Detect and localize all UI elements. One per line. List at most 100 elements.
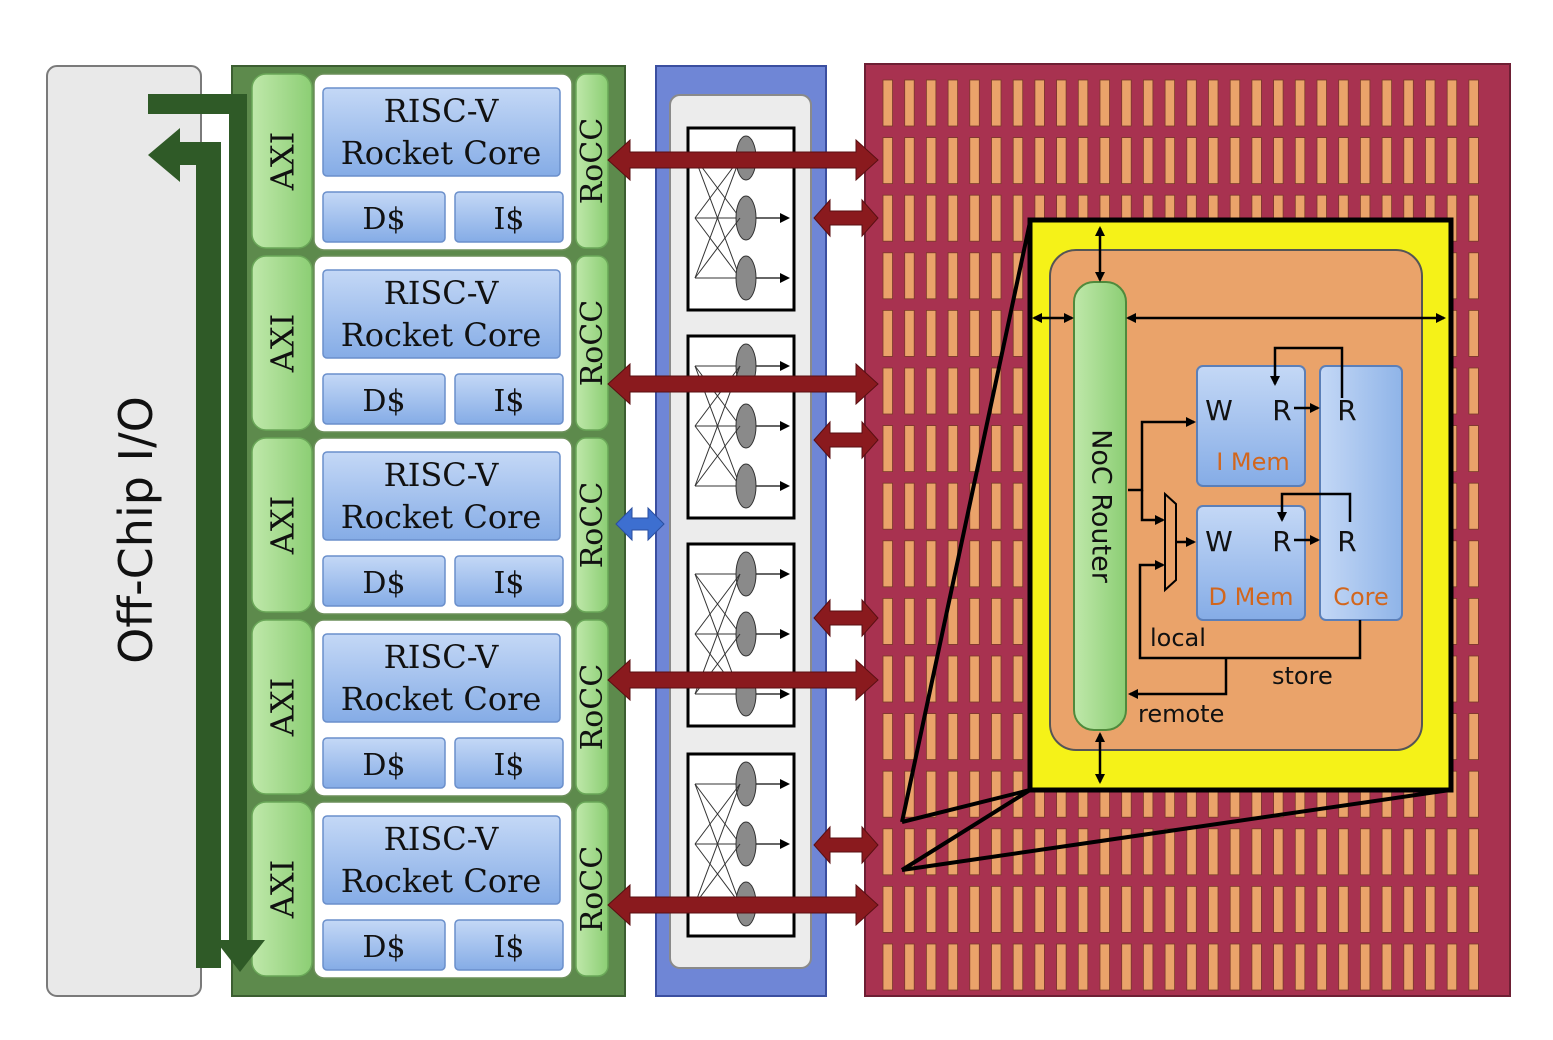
fabric-tile <box>947 943 958 991</box>
icache-block <box>454 919 564 971</box>
fabric-tile <box>1446 137 1458 185</box>
fabric-tile <box>1186 943 1197 991</box>
bidirectional-arrow <box>607 658 879 702</box>
axi-bus <box>251 255 313 431</box>
fabric-tile <box>904 137 915 185</box>
fabric-tile <box>882 655 893 703</box>
fabric-tile <box>969 252 980 300</box>
fabric-tile <box>882 886 893 933</box>
fabric-tile <box>1208 137 1219 185</box>
bidirectional-arrow <box>607 883 879 927</box>
fabric-tile <box>1468 540 1479 588</box>
axi-label: AXI <box>264 678 302 738</box>
fabric-tile <box>947 79 958 127</box>
fabric-tile <box>1381 137 1392 185</box>
fabric-tile <box>882 943 893 991</box>
fabric-tile <box>1403 943 1414 991</box>
fabric-tile <box>904 828 915 876</box>
fabric-tile <box>1468 137 1479 185</box>
fabric-tile <box>1251 886 1262 933</box>
fabric-tile <box>1012 482 1024 530</box>
rocket-core <box>322 451 561 541</box>
fabric-tile <box>882 252 893 300</box>
fabric-tile <box>991 309 1002 357</box>
fabric-tile <box>1012 194 1024 242</box>
dmem-block <box>1196 505 1306 621</box>
fabric-tile <box>1077 137 1089 185</box>
axi-label: AXI <box>264 314 302 374</box>
fabric-tile <box>1273 79 1284 127</box>
fabric-tile <box>1425 943 1436 991</box>
local-label: local <box>1150 624 1206 652</box>
fabric-tile <box>904 425 915 473</box>
fabric-tile <box>904 309 915 357</box>
fabric-tile <box>1338 137 1349 185</box>
fabric-tile <box>1012 598 1024 645</box>
fabric-tile <box>1425 886 1436 933</box>
fabric-tile <box>1077 828 1089 876</box>
fabric-tile <box>904 79 915 127</box>
fabric-tile <box>969 425 980 473</box>
rocc-label: RoCC <box>575 846 610 933</box>
fabric-tile <box>1012 137 1024 185</box>
fabric-tile <box>1294 828 1306 876</box>
core-rows: AXI RISC-V Rocket Core D$ I$ RoCC AXI RISC-V Roc… <box>251 73 610 979</box>
io-outbound-arrow <box>148 94 265 972</box>
fabric-tile <box>991 425 1002 473</box>
interconnect-arrows <box>607 138 879 927</box>
core-name-line1: RISC-V <box>384 456 500 494</box>
core-name-line2: Rocket Core <box>341 134 542 172</box>
fabric-tile <box>1164 137 1175 185</box>
fabric-tile <box>1208 886 1219 933</box>
tile-detail: NoC Router W R I Mem W R D Mem R R Core <box>1027 217 1454 793</box>
fabric-tile <box>1099 137 1110 185</box>
bidirectional-arrow <box>607 138 879 182</box>
icache-label: I$ <box>494 202 525 237</box>
dcache-label: D$ <box>362 384 405 419</box>
fabric-tile <box>1099 828 1110 876</box>
fabric-tile <box>926 943 937 991</box>
fabric-tile <box>882 79 893 127</box>
dcache-block <box>322 191 446 243</box>
fabric-tile <box>1403 828 1414 876</box>
rocket-core <box>322 269 561 359</box>
imem-r-port: R <box>1272 394 1291 427</box>
tile-core-label: Core <box>1333 583 1389 611</box>
icache-label: I$ <box>494 566 525 601</box>
fabric-tile <box>991 828 1002 876</box>
axi-label: AXI <box>264 132 302 192</box>
fabric-tile <box>904 367 915 415</box>
fabric-tile <box>991 194 1002 242</box>
fabric-tile <box>1468 943 1479 991</box>
fabric-tile <box>1294 886 1306 933</box>
fabric-tile <box>882 309 893 357</box>
dmem-w-port: W <box>1205 525 1233 558</box>
fabric-tile <box>1360 137 1371 185</box>
fabric-tile <box>1143 137 1154 185</box>
store-label: store <box>1272 662 1333 690</box>
fabric-tile <box>1468 770 1479 818</box>
dcache-label: D$ <box>362 748 405 783</box>
fabric-tile <box>1316 137 1327 185</box>
fabric-tile <box>1468 309 1479 357</box>
fabric-tile <box>1121 79 1132 127</box>
fabric-tile <box>882 598 893 645</box>
fabric-tile <box>1229 943 1241 991</box>
fabric-tile <box>882 367 893 415</box>
imem-w-port: W <box>1205 394 1233 427</box>
fabric-tile <box>1338 79 1349 127</box>
core-name-line1: RISC-V <box>384 820 500 858</box>
core-row: AXI RISC-V Rocket Core D$ I$ RoCC <box>251 255 610 433</box>
fabric-tile <box>1360 828 1371 876</box>
fabric-tile <box>926 194 937 242</box>
dcache-label: D$ <box>362 930 405 965</box>
fabric-tile <box>1403 79 1414 127</box>
axi-label: AXI <box>264 496 302 556</box>
core-name-line2: Rocket Core <box>341 680 542 718</box>
fabric-tile <box>1360 79 1371 127</box>
fabric-tile <box>1446 79 1458 127</box>
fabric-tile <box>1381 943 1392 991</box>
crossbar-switch <box>686 542 796 728</box>
fabric-tile <box>1121 943 1132 991</box>
